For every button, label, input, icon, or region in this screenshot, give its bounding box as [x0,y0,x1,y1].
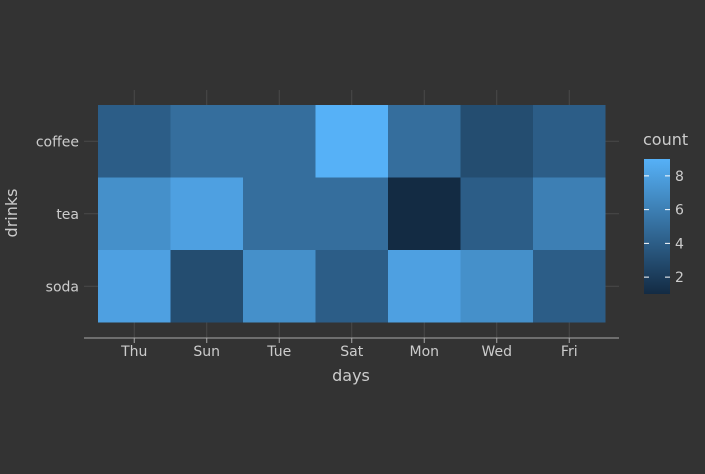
heatmap-tile-soda-Sat [315,250,388,323]
heatmap-tile-tea-Thu [98,177,171,250]
heatmap-tile-coffee-Sun [170,105,243,178]
heatmap-tile-soda-Wed [460,250,533,323]
heatmap-tile-coffee-Tue [243,105,316,178]
heatmap-tile-coffee-Thu [98,105,171,178]
heatmap-tile-tea-Sun [170,177,243,250]
heatmap-tile-coffee-Wed [460,105,533,178]
y-tick-label: tea [56,207,79,223]
x-tick-label: Fri [561,344,578,360]
legend-tick-label: 6 [675,203,684,219]
legend-tick-label: 8 [675,169,684,185]
heatmap-tile-tea-Mon [388,177,461,250]
x-tick-label: Tue [266,344,291,360]
legend-tick-label: 4 [675,236,684,252]
heatmap-tile-tea-Wed [460,177,533,250]
x-tick-label: Wed [481,344,512,360]
heatmap-tile-soda-Fri [533,250,606,323]
heatmap-tile-soda-Tue [243,250,316,323]
y-axis-label: drinks [2,189,21,238]
legend-tick-label: 2 [675,270,684,286]
heatmap-tiles [98,105,606,323]
x-tick-label: Sat [340,344,363,360]
heatmap-tile-tea-Fri [533,177,606,250]
heatmap-tile-soda-Mon [388,250,461,323]
heatmap-tile-coffee-Mon [388,105,461,178]
color-legend: count 2 4 6 8 [643,130,688,294]
y-tick-label: soda [46,279,79,295]
x-tick-label: Thu [120,344,147,360]
heatmap-tile-soda-Sun [170,250,243,323]
x-tick-label: Mon [409,344,439,360]
heatmap-tile-coffee-Fri [533,105,606,178]
legend-title: count [643,130,688,149]
heatmap-tile-tea-Sat [315,177,388,250]
y-tick-label: coffee [36,134,79,150]
legend-colorbar [644,159,670,294]
heatmap-tile-coffee-Sat [315,105,388,178]
x-tick-label: Sun [193,344,220,360]
x-axis-label: days [332,366,370,385]
heatmap-tile-soda-Thu [98,250,171,323]
heatmap-tile-tea-Tue [243,177,316,250]
axes: Thu Sun Tue Sat Mon Wed Fri coffee tea soda [36,134,619,360]
